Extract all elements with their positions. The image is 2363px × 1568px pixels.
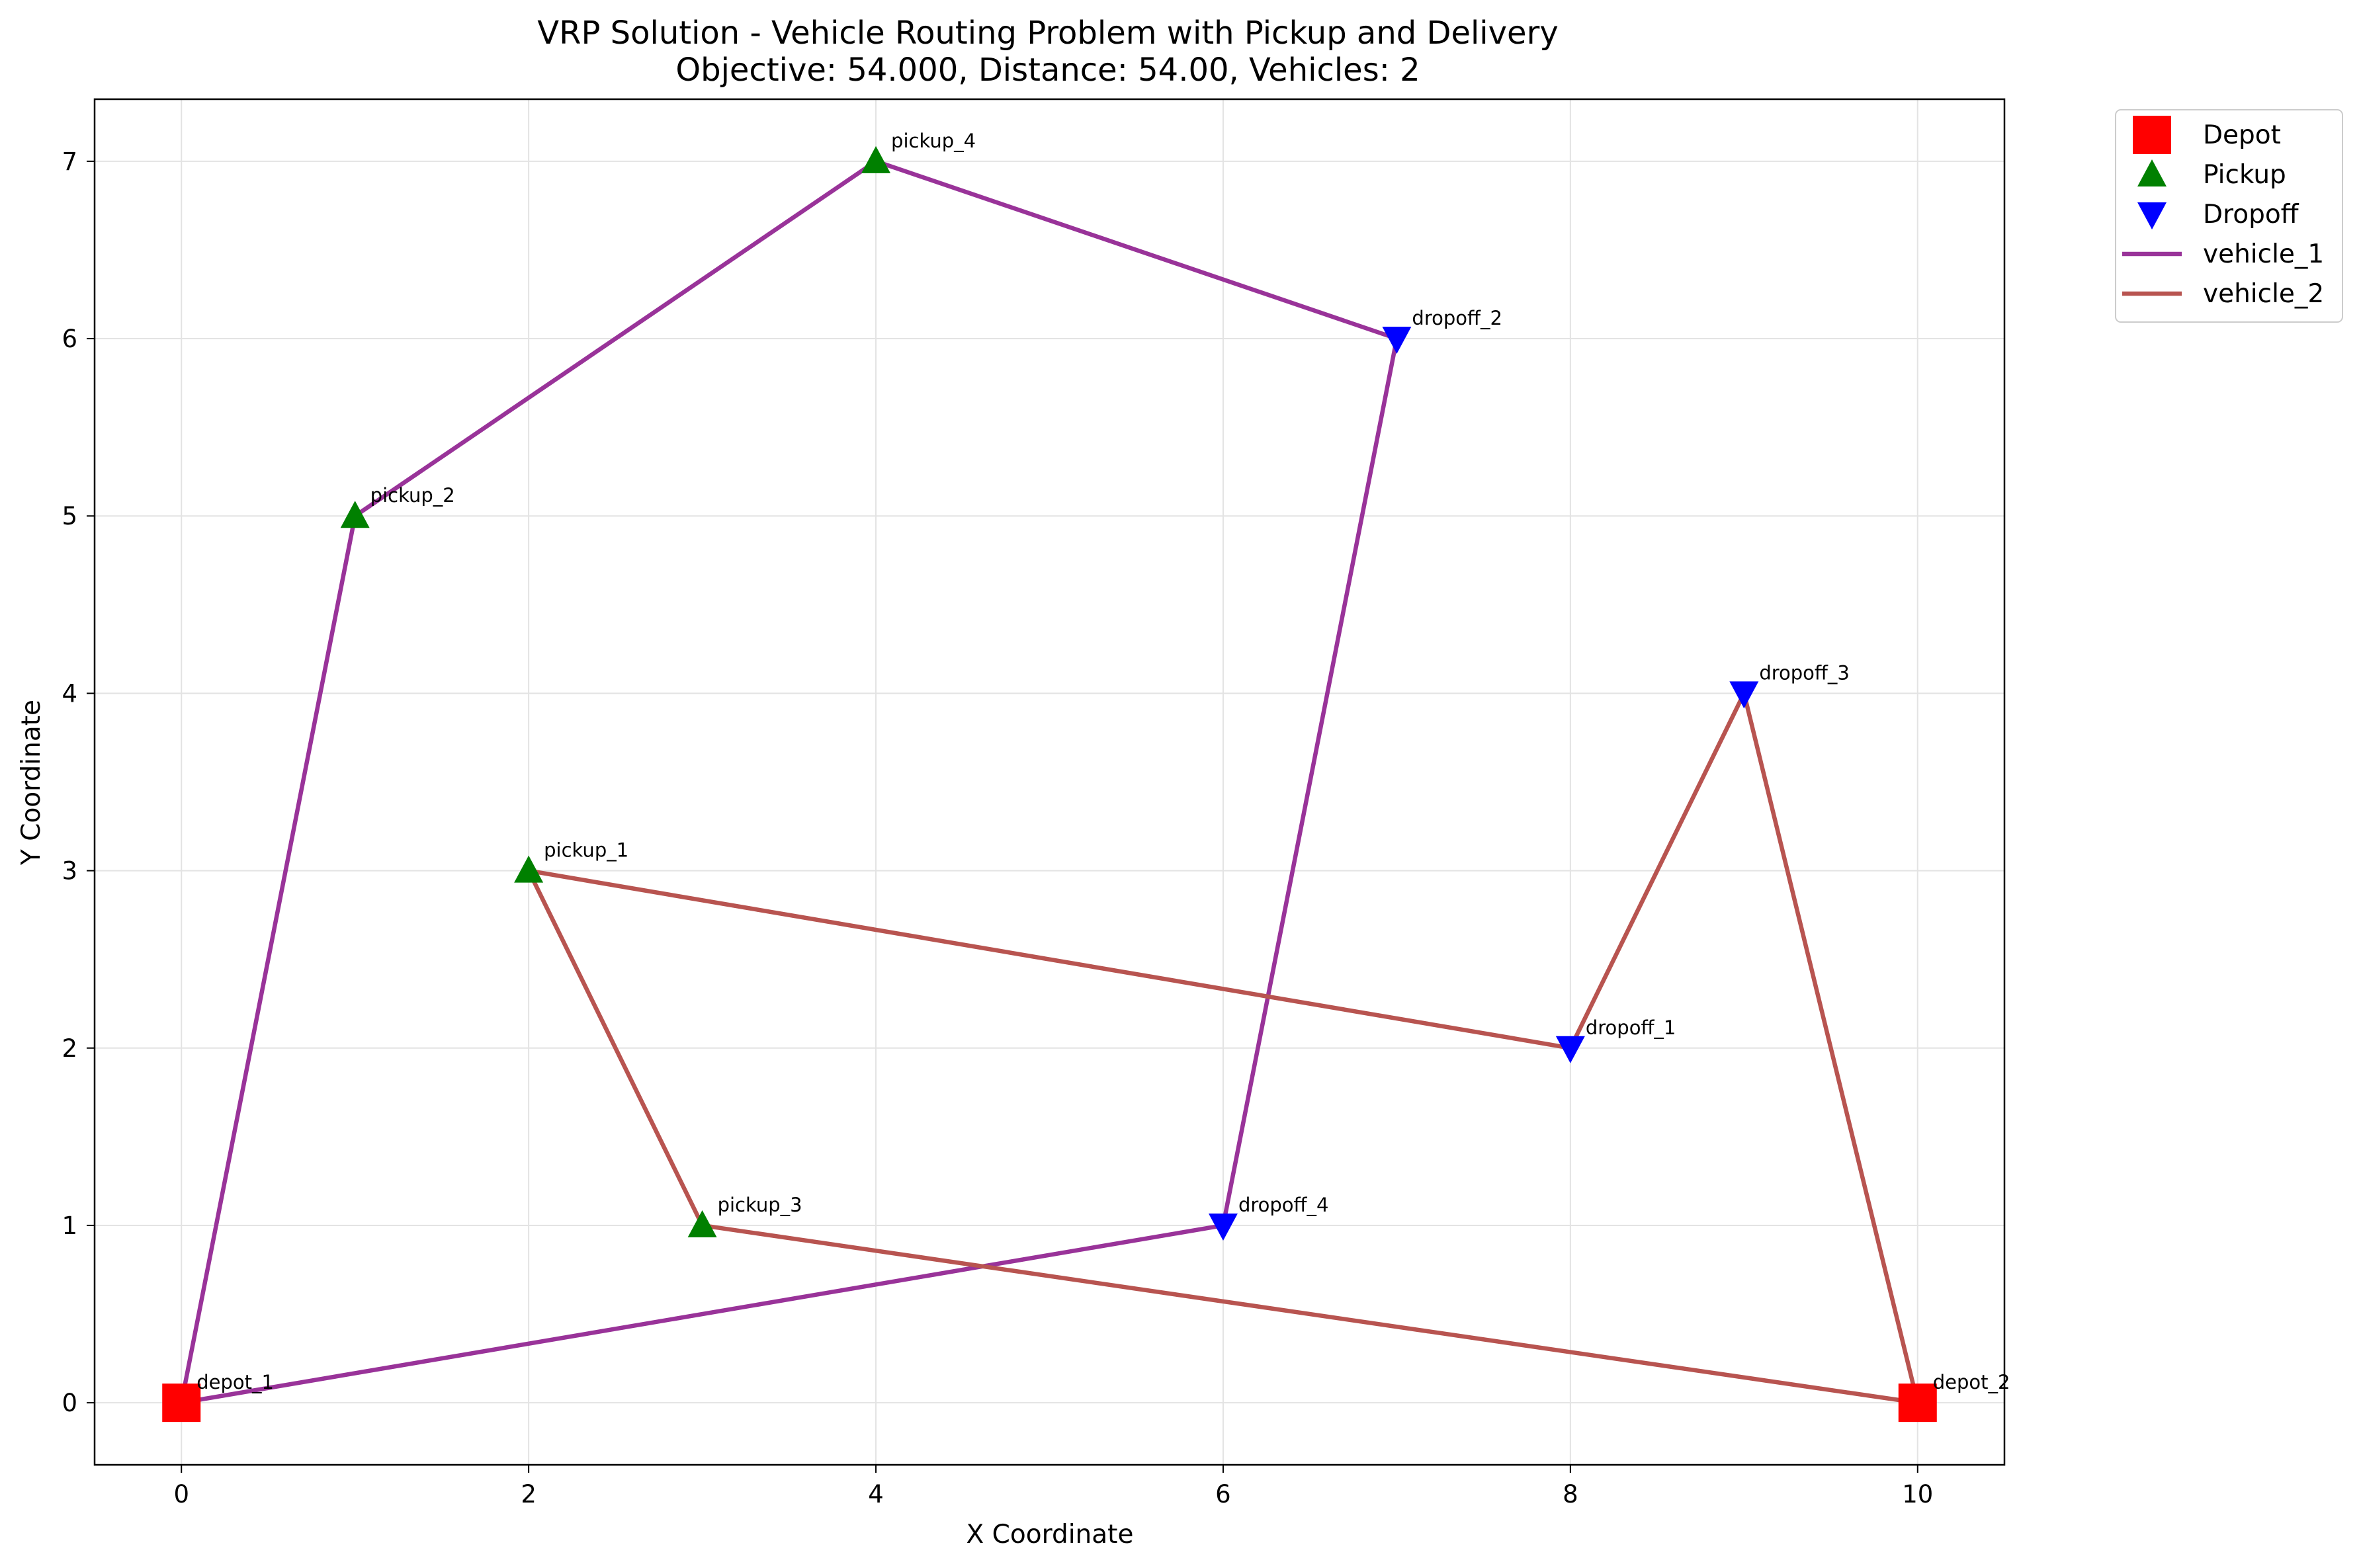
route-vehicle_2 [526, 691, 1920, 1405]
legend-item: Pickup [2137, 159, 2286, 190]
y-tick-label: 2 [62, 1034, 77, 1063]
pickup-marker [340, 501, 370, 528]
legend-item: Dropoff [2137, 200, 2299, 229]
legend-label: Dropoff [2203, 200, 2299, 229]
legend-label: Pickup [2203, 160, 2286, 190]
legend-pickup-marker [2137, 159, 2167, 186]
legend-item: vehicle_2 [2122, 279, 2324, 309]
x-tick-label: 10 [1902, 1480, 1933, 1508]
dropoff-marker [1382, 327, 1412, 354]
x-axis-label: X Coordinate [967, 1520, 1134, 1549]
x-tick-label: 2 [521, 1480, 537, 1508]
node-label: pickup_3 [718, 1194, 802, 1216]
node-label: dropoff_4 [1238, 1194, 1329, 1216]
route-lines [179, 159, 1920, 1405]
x-tick-label: 6 [1215, 1480, 1231, 1508]
legend-items: Depot Pickup Dropoff vehicle_1 vehicle_2 [2122, 116, 2324, 309]
x-tick-label: 4 [868, 1480, 884, 1508]
depot-marker [1898, 1383, 1937, 1423]
chart-title: VRP Solution - Vehicle Routing Problem w… [537, 15, 1558, 52]
chart-subtitle: Objective: 54.000, Distance: 54.00, Vehi… [675, 52, 1420, 89]
depot-marker [162, 1383, 201, 1423]
y-tick-label: 5 [62, 502, 77, 530]
node-labels: depot_1 depot_2 pickup_1 pickup_2 pickup_3 pi… [196, 130, 2010, 1393]
x-tick-label: 8 [1563, 1480, 1578, 1508]
node-label: pickup_1 [544, 839, 628, 862]
legend-depot-marker [2133, 116, 2171, 154]
plot-area-frame [93, 98, 2006, 1466]
legend-label: vehicle_1 [2203, 239, 2324, 269]
dropoff-marker [1555, 1036, 1585, 1063]
legend-item: Depot [2133, 116, 2281, 154]
y-tick-label: 3 [62, 857, 77, 886]
legend: Depot Pickup Dropoff vehicle_1 vehicle_2 [2115, 109, 2343, 323]
legend-label: vehicle_2 [2203, 279, 2324, 309]
node-markers [162, 145, 1937, 1423]
dropoff-marker [1729, 681, 1759, 709]
grid-lines [95, 99, 2004, 1465]
node-label: dropoff_3 [1759, 661, 1850, 684]
legend-dropoff-marker [2137, 202, 2167, 229]
legend-label: Depot [2203, 120, 2281, 150]
legend-item: vehicle_1 [2122, 239, 2324, 269]
node-label: dropoff_1 [1586, 1016, 1676, 1039]
route-vehicle_1 [179, 159, 1399, 1405]
y-tick-label: 6 [62, 325, 77, 353]
node-label: pickup_4 [891, 130, 976, 152]
pickup-marker [687, 1210, 717, 1237]
y-tick-label: 1 [62, 1212, 77, 1240]
y-tick-label: 0 [62, 1389, 77, 1417]
axis-ticks: 0 2 4 6 8 10 0 1 2 3 4 5 6 7 [62, 147, 1933, 1508]
legend-box [2115, 109, 2343, 323]
x-tick-label: 0 [173, 1480, 189, 1508]
y-tick-label: 4 [62, 679, 77, 708]
pickup-marker [514, 855, 544, 883]
y-axis-label: Y Coordinate [17, 700, 46, 866]
y-tick-label: 7 [62, 147, 77, 176]
pickup-marker [861, 145, 891, 173]
dropoff-marker [1208, 1213, 1238, 1241]
node-label: depot_2 [1933, 1371, 2010, 1393]
node-label: dropoff_2 [1412, 307, 1502, 329]
node-label: pickup_2 [370, 484, 455, 507]
node-label: depot_1 [196, 1371, 274, 1393]
